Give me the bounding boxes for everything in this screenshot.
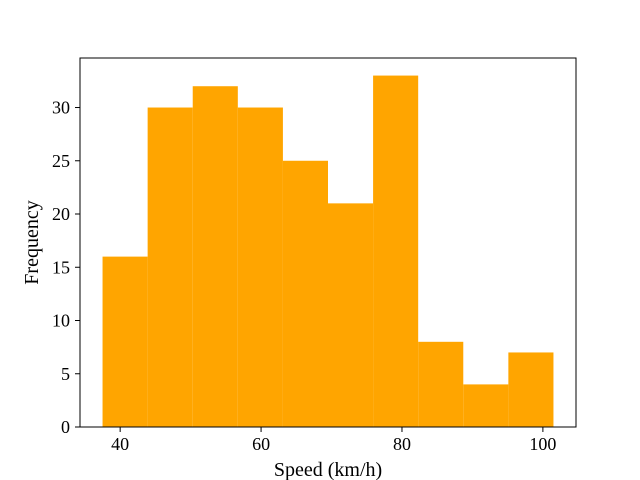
histogram-bar xyxy=(463,384,509,427)
y-axis-label: Frequency xyxy=(21,200,43,284)
y-tick-label: 30 xyxy=(52,98,70,118)
y-tick-label: 15 xyxy=(52,257,70,277)
histogram-bar xyxy=(508,352,554,427)
histogram-bar xyxy=(147,107,193,428)
bars-group xyxy=(102,75,554,428)
x-tick-label: 60 xyxy=(252,434,270,454)
histogram-bar xyxy=(192,86,238,428)
y-tick-label: 20 xyxy=(52,204,70,224)
histogram-bar xyxy=(102,256,148,427)
x-tick-label: 40 xyxy=(111,434,129,454)
histogram-bar xyxy=(282,160,328,427)
x-tick-label: 80 xyxy=(393,434,411,454)
histogram-bar xyxy=(373,75,419,428)
y-tick-label: 5 xyxy=(61,364,70,384)
histogram-bar xyxy=(328,203,374,427)
y-tick-label: 25 xyxy=(52,151,70,171)
histogram-bar xyxy=(418,341,464,427)
x-axis-label: Speed (km/h) xyxy=(274,459,382,480)
histogram-bar xyxy=(237,107,283,428)
y-tick-label: 10 xyxy=(52,311,70,331)
x-tick-label: 100 xyxy=(529,434,556,454)
plot-frame xyxy=(79,57,577,428)
y-axis-ticks: 0 5 10 15 20 25 30 xyxy=(52,98,80,437)
y-tick-label: 0 xyxy=(61,417,70,437)
x-axis-ticks: 40 60 80 100 xyxy=(111,427,556,454)
